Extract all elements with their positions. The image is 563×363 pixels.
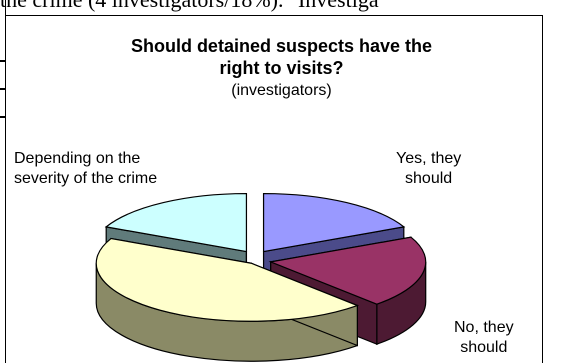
clipped-document-text: the crime (4 investigators/18%). "Invest… <box>0 0 563 13</box>
slice-label-no: No, they should <box>454 319 514 356</box>
margin-tick <box>0 88 6 90</box>
slice-other <box>95 237 360 322</box>
margin-tick <box>0 116 6 118</box>
slice-no <box>268 236 427 305</box>
chart-title-line-2: right to visits? <box>219 58 344 78</box>
slice-depending <box>104 192 248 253</box>
slice-yes <box>262 192 406 253</box>
chart-subtitle: (investigators) <box>231 82 332 99</box>
chart-title-line-1: Should detained suspects have the <box>130 36 433 56</box>
slice-label-depending: Depending on the severity of the crime <box>14 150 158 187</box>
slice-label-yes: Yes, they should <box>396 150 462 187</box>
margin-tick <box>0 60 6 62</box>
